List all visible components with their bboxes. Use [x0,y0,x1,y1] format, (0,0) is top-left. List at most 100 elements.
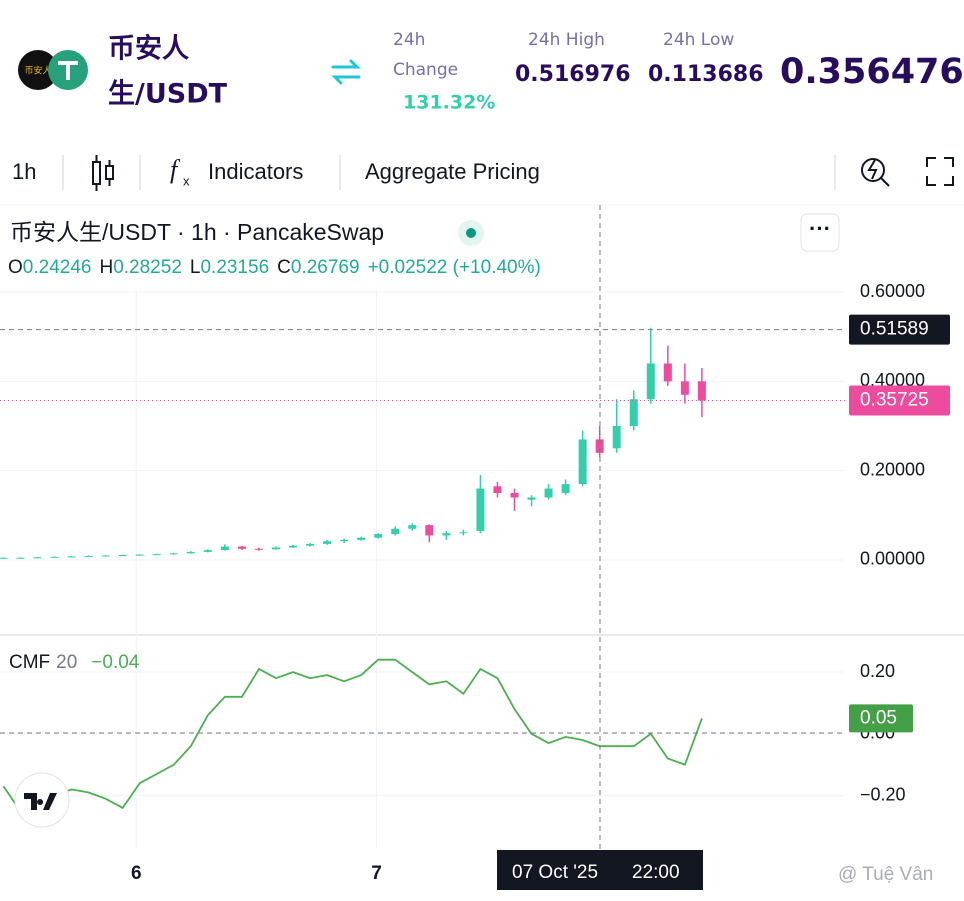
candle-body [612,426,621,449]
y-tick-label: 0.20000 [860,459,925,479]
aggregate-button[interactable]: Aggregate Pricing [365,159,540,184]
candle-body [169,553,178,555]
candle-body [629,399,638,427]
candle-body [561,484,570,494]
ohlc-key: L [190,257,201,278]
candle-body [493,486,502,494]
candle-body [186,551,195,554]
last-price-label: 0.35725 [860,389,929,410]
indicator-value: −0.04 [91,652,140,673]
cmf-value-label: 0.05 [860,707,897,728]
candle-body [680,381,689,395]
candle-body [323,541,332,544]
x-tick-label: 6 [131,863,142,884]
indicator-name: CMF [9,652,50,673]
last-price: 0.356476 [780,52,964,92]
candle-body [67,556,76,558]
last-price-label-box [849,385,950,416]
label: Change [393,60,458,80]
indicator-legend: CMF 20 −0.04 [9,652,140,673]
more-icon[interactable]: ··· [809,216,831,241]
interval[interactable]: 1h [12,159,36,184]
candle-body [646,363,655,400]
token-logo [18,50,58,90]
watermark: @ Tuệ Vân [838,864,933,885]
candle-body [408,525,417,529]
candle-body [578,439,587,485]
candle-icon[interactable] [92,155,114,191]
indicators-button[interactable]: Indicators [208,159,303,184]
pair-name: 币安人 [108,34,189,65]
time-label-box [497,850,703,890]
crosshair-price-label: 0.51589 [860,319,929,340]
candle-body [16,557,25,559]
y-tick-label: 0.40000 [860,370,925,390]
tv-logo-glyph [24,793,57,810]
crosshair-date: 07 Oct '25 [512,862,598,883]
change-value: 131.32% [403,92,495,114]
candle-body [425,525,434,536]
candle-body [220,546,229,551]
search-icon[interactable] [861,158,890,187]
candle-body [84,555,93,557]
candle-body [340,539,349,542]
candle-body [357,537,366,540]
low-value: 0.113686 [648,62,764,87]
candle-body [271,547,280,550]
candle-body [50,556,59,558]
ohlc-legend: O0.24246 H0.28252 L0.23156 C0.26769 +0.02522… [8,257,541,278]
label: 24h High [528,30,605,50]
candle-body [254,548,263,550]
fx-icon[interactable]: x [183,173,190,188]
candle-body [527,497,536,500]
fullscreen-icon[interactable] [926,157,954,186]
ohlc-value: 0.28252 [113,257,182,278]
candle-body [544,488,553,498]
candle-body [510,493,519,498]
candle-body [118,555,127,557]
candle-body [476,488,485,531]
candle-body [442,533,451,536]
label: 24h [393,30,425,50]
cmf-line [2,658,703,813]
pair-name: 生/USDT [108,79,228,110]
candle-body [135,554,144,556]
candle-body [0,557,8,559]
ohlc-key: H [99,257,113,278]
y-tick-label: 0.00000 [860,549,925,569]
candle-body [595,439,604,453]
ohlc-value: 0.23156 [200,257,269,278]
candle-body [203,550,212,552]
candle-body [101,555,110,557]
logo-text: 币安人 [24,64,51,75]
fx-icon[interactable]: f [170,155,181,184]
candle-body [391,528,400,535]
high-value: 0.516976 [515,62,631,87]
candle-body [237,546,246,549]
candle-body [459,532,468,534]
x-tick-label: 7 [371,863,382,884]
y-tick-label: 0.20 [860,661,895,681]
status-dot [466,228,476,238]
candle-body [306,543,315,546]
ohlc-change: +0.02522 (+10.40%) [368,257,541,278]
ohlc-value: 0.24246 [23,257,92,278]
label: 24h Low [663,30,734,50]
candle-body [697,381,706,401]
candle-body [152,554,161,556]
candle-body [289,545,298,548]
candle-body [33,557,42,559]
chart-title: 币安人生/USDT · 1h · PancakeSwap [10,219,384,245]
y-tick-label: −0.20 [860,784,906,804]
swap-icon[interactable] [331,59,361,85]
usdt-glyph [58,61,78,80]
more-button[interactable] [800,213,840,252]
indicator-param: 20 [56,652,77,673]
y-tick-label: 0.60000 [860,281,925,301]
candle-body [663,363,672,382]
crosshair-time: 22:00 [632,862,680,883]
separators [62,155,836,190]
cmf-value-box [849,704,913,733]
